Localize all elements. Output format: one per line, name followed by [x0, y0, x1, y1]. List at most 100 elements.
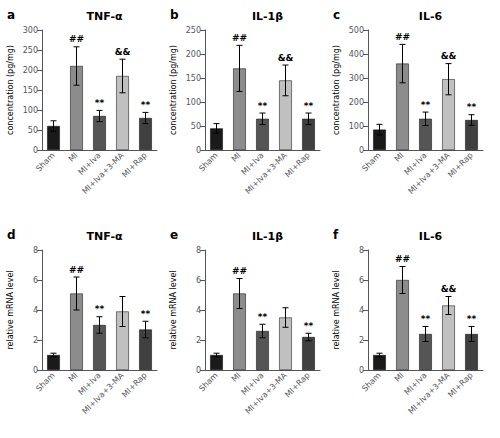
svg-text:a: a [7, 8, 15, 22]
svg-text:&&: && [441, 51, 457, 61]
svg-text:200: 200 [186, 50, 201, 59]
svg-text:concentration (pg/mg): concentration (pg/mg) [169, 45, 178, 135]
svg-text:relative mRNA level: relative mRNA level [6, 270, 15, 349]
svg-text:Sham: Sham [197, 371, 220, 394]
svg-text:MI+Iva+3-MA: MI+Iva+3-MA [406, 150, 452, 196]
svg-text:6: 6 [33, 276, 38, 285]
svg-text:b: b [170, 8, 179, 22]
svg-text:8: 8 [33, 246, 38, 255]
svg-text:2: 2 [196, 336, 201, 345]
svg-text:MI+Rap: MI+Rap [283, 371, 311, 399]
svg-text:c: c [333, 8, 340, 22]
svg-text:MI+Rap: MI+Rap [120, 151, 148, 179]
svg-text:2: 2 [359, 336, 364, 345]
svg-text:relative mRNA level: relative mRNA level [332, 270, 341, 349]
svg-text:##: ## [69, 34, 84, 44]
svg-text:concentration (pg/mg): concentration (pg/mg) [6, 45, 15, 135]
svg-text:##: ## [395, 32, 410, 42]
svg-text:##: ## [69, 265, 84, 275]
svg-text:100: 100 [23, 106, 38, 115]
svg-text:8: 8 [196, 246, 201, 255]
svg-text:Sham: Sham [360, 151, 383, 174]
svg-text:MI+Iva+3-MA: MI+Iva+3-MA [80, 150, 126, 196]
svg-text:400: 400 [349, 50, 364, 59]
svg-text:IL-1β: IL-1β [252, 10, 283, 23]
svg-text:MI: MI [230, 371, 243, 384]
svg-text:&&: && [115, 47, 131, 57]
svg-text:MI: MI [393, 371, 406, 384]
svg-text:0: 0 [33, 366, 38, 375]
svg-text:**: ** [258, 101, 268, 111]
svg-text:**: ** [304, 101, 314, 111]
svg-text:**: ** [141, 100, 151, 110]
svg-text:MI+Rap: MI+Rap [283, 151, 311, 179]
svg-text:500: 500 [349, 26, 364, 35]
svg-text:**: ** [258, 312, 268, 322]
svg-text:relative mRNA level: relative mRNA level [169, 270, 178, 349]
svg-text:TNF-α: TNF-α [86, 10, 122, 23]
svg-text:300: 300 [349, 74, 364, 83]
svg-text:MI+Rap: MI+Rap [446, 151, 474, 179]
svg-text:Sham: Sham [34, 371, 57, 394]
svg-text:250: 250 [23, 46, 38, 55]
svg-text:##: ## [395, 254, 410, 264]
svg-text:**: ** [304, 321, 314, 331]
svg-text:**: ** [421, 314, 431, 324]
svg-text:0: 0 [359, 366, 364, 375]
svg-text:MI+Iva: MI+Iva [239, 150, 266, 177]
svg-text:150: 150 [186, 74, 201, 83]
svg-text:MI+Iva+3-MA: MI+Iva+3-MA [406, 370, 452, 416]
svg-text:150: 150 [23, 86, 38, 95]
svg-text:2: 2 [33, 336, 38, 345]
svg-text:200: 200 [349, 98, 364, 107]
svg-text:&&: && [441, 284, 457, 294]
svg-text:IL-6: IL-6 [419, 230, 443, 243]
svg-text:**: ** [467, 102, 477, 112]
svg-text:IL-6: IL-6 [419, 10, 443, 23]
svg-text:MI+Rap: MI+Rap [120, 371, 148, 399]
svg-text:50: 50 [191, 122, 201, 131]
svg-text:MI: MI [67, 371, 80, 384]
svg-text:0: 0 [196, 146, 201, 155]
svg-text:MI+Iva+3-MA: MI+Iva+3-MA [243, 370, 289, 416]
svg-text:##: ## [232, 266, 247, 276]
svg-text:4: 4 [196, 306, 201, 315]
svg-text:300: 300 [23, 26, 38, 35]
svg-text:Sham: Sham [360, 371, 383, 394]
svg-text:concentration (pg/mg): concentration (pg/mg) [332, 45, 341, 135]
svg-text:0: 0 [359, 146, 364, 155]
svg-text:MI+Iva: MI+Iva [76, 150, 103, 177]
svg-text:&&: && [278, 53, 294, 63]
svg-text:6: 6 [359, 276, 364, 285]
svg-text:TNF-α: TNF-α [86, 230, 122, 243]
svg-text:50: 50 [28, 126, 38, 135]
svg-text:8: 8 [359, 246, 364, 255]
svg-text:4: 4 [33, 306, 38, 315]
svg-text:e: e [170, 228, 178, 242]
svg-text:d: d [7, 228, 16, 242]
svg-text:##: ## [232, 33, 247, 43]
svg-text:**: ** [141, 309, 151, 319]
svg-text:250: 250 [186, 26, 201, 35]
svg-text:IL-1β: IL-1β [252, 230, 283, 243]
svg-text:**: ** [95, 304, 105, 314]
svg-text:200: 200 [23, 66, 38, 75]
svg-text:100: 100 [349, 122, 364, 131]
svg-text:f: f [333, 228, 339, 242]
svg-text:6: 6 [196, 276, 201, 285]
svg-text:**: ** [95, 98, 105, 108]
svg-text:MI+Iva+3-MA: MI+Iva+3-MA [243, 150, 289, 196]
svg-text:MI: MI [393, 151, 406, 164]
svg-text:MI: MI [230, 151, 243, 164]
svg-text:Sham: Sham [197, 151, 220, 174]
svg-text:100: 100 [186, 98, 201, 107]
svg-text:**: ** [421, 100, 431, 110]
svg-text:0: 0 [33, 146, 38, 155]
svg-text:4: 4 [359, 306, 364, 315]
svg-text:MI: MI [67, 151, 80, 164]
svg-text:Sham: Sham [34, 151, 57, 174]
svg-text:MI+Iva+3-MA: MI+Iva+3-MA [80, 370, 126, 416]
svg-text:MI+Rap: MI+Rap [446, 371, 474, 399]
svg-text:**: ** [467, 314, 477, 324]
svg-text:0: 0 [196, 366, 201, 375]
